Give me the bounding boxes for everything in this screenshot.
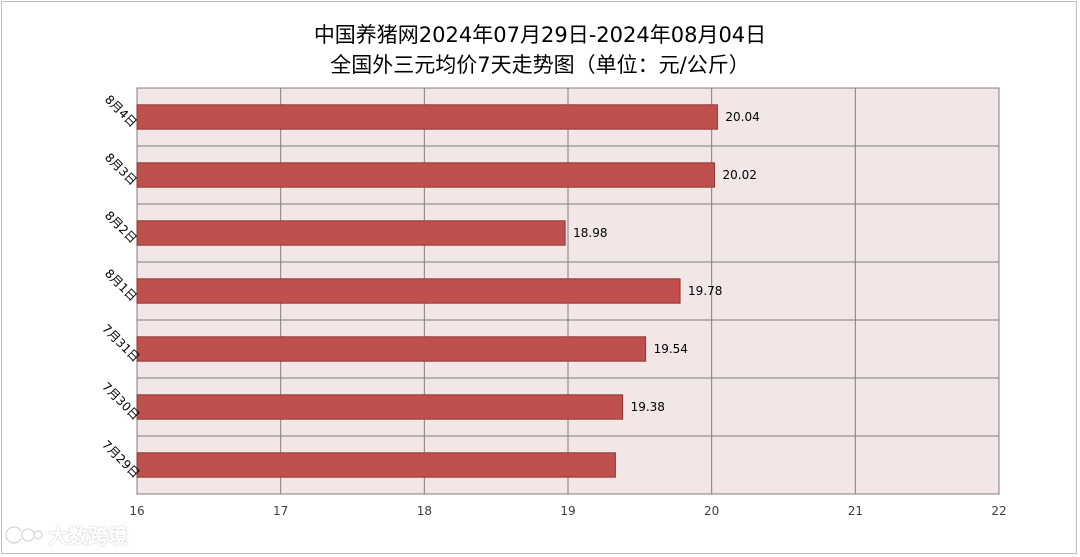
category-label: 8月1日 [102,266,140,304]
data-label: 19.54 [654,342,688,356]
bar [136,104,718,130]
x-tick-label: 18 [417,504,432,518]
bar [136,220,566,246]
x-tick-label: 21 [848,504,863,518]
data-label: 20.02 [723,168,757,182]
x-tick-label: 16 [129,504,144,518]
bar [136,394,624,420]
category-label: 8月3日 [102,150,140,188]
category-label: 7月31日 [99,322,142,365]
x-tick-label: 17 [273,504,288,518]
data-label: 19.78 [688,284,722,298]
data-label: 18.98 [573,226,607,240]
data-label: 20.04 [725,110,759,124]
bar [136,278,681,304]
category-label: 7月30日 [99,380,142,423]
bar [136,162,716,188]
watermark-text: 大数跨境 [48,524,128,548]
watermark: 大数跨境 [4,520,128,549]
bar [136,336,647,362]
category-label: 8月4日 [102,92,140,130]
x-tick-label: 19 [560,504,575,518]
data-label: 19.38 [631,400,665,414]
chart-title-line2: 全国外三元均价7天走势图（单位：元/公斤） [330,53,750,77]
bar [136,452,616,478]
chart-title-line1: 中国养猪网2024年07月29日-2024年08月04日 [313,23,767,47]
x-tick-label: 20 [704,504,719,518]
watermark-logo-icon [4,525,43,544]
category-label: 8月2日 [102,208,140,246]
x-tick-label: 22 [991,504,1006,518]
category-label: 7月29日 [99,438,142,481]
